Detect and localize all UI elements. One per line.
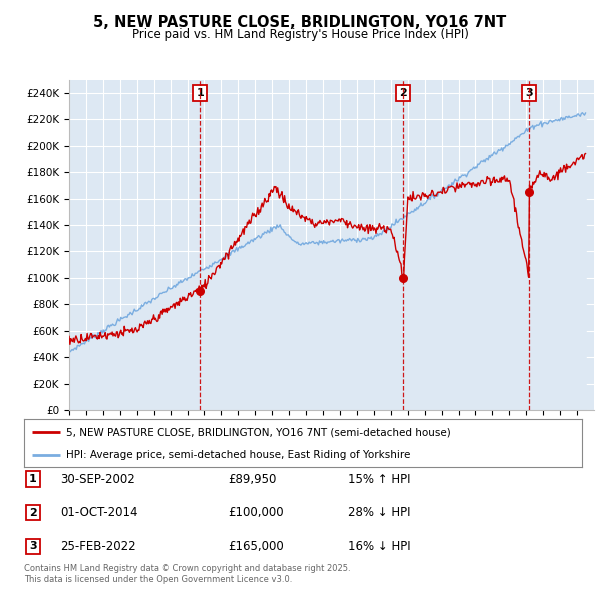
Text: 5, NEW PASTURE CLOSE, BRIDLINGTON, YO16 7NT: 5, NEW PASTURE CLOSE, BRIDLINGTON, YO16 … [94, 15, 506, 30]
Text: 2: 2 [29, 508, 37, 517]
Text: 3: 3 [525, 88, 533, 98]
Text: 28% ↓ HPI: 28% ↓ HPI [348, 506, 410, 519]
Text: £100,000: £100,000 [228, 506, 284, 519]
Text: 1: 1 [29, 474, 37, 484]
Text: £89,950: £89,950 [228, 473, 277, 486]
Text: £165,000: £165,000 [228, 540, 284, 553]
Text: 2: 2 [400, 88, 407, 98]
Text: Price paid vs. HM Land Registry's House Price Index (HPI): Price paid vs. HM Land Registry's House … [131, 28, 469, 41]
Text: 25-FEB-2022: 25-FEB-2022 [60, 540, 136, 553]
Text: 16% ↓ HPI: 16% ↓ HPI [348, 540, 410, 553]
Text: 01-OCT-2014: 01-OCT-2014 [60, 506, 137, 519]
Text: HPI: Average price, semi-detached house, East Riding of Yorkshire: HPI: Average price, semi-detached house,… [66, 450, 410, 460]
Text: 5, NEW PASTURE CLOSE, BRIDLINGTON, YO16 7NT (semi-detached house): 5, NEW PASTURE CLOSE, BRIDLINGTON, YO16 … [66, 427, 451, 437]
Text: Contains HM Land Registry data © Crown copyright and database right 2025.: Contains HM Land Registry data © Crown c… [24, 565, 350, 573]
Text: 1: 1 [196, 88, 204, 98]
Text: 3: 3 [29, 542, 37, 551]
Text: This data is licensed under the Open Government Licence v3.0.: This data is licensed under the Open Gov… [24, 575, 292, 584]
Text: 15% ↑ HPI: 15% ↑ HPI [348, 473, 410, 486]
Text: 30-SEP-2002: 30-SEP-2002 [60, 473, 135, 486]
